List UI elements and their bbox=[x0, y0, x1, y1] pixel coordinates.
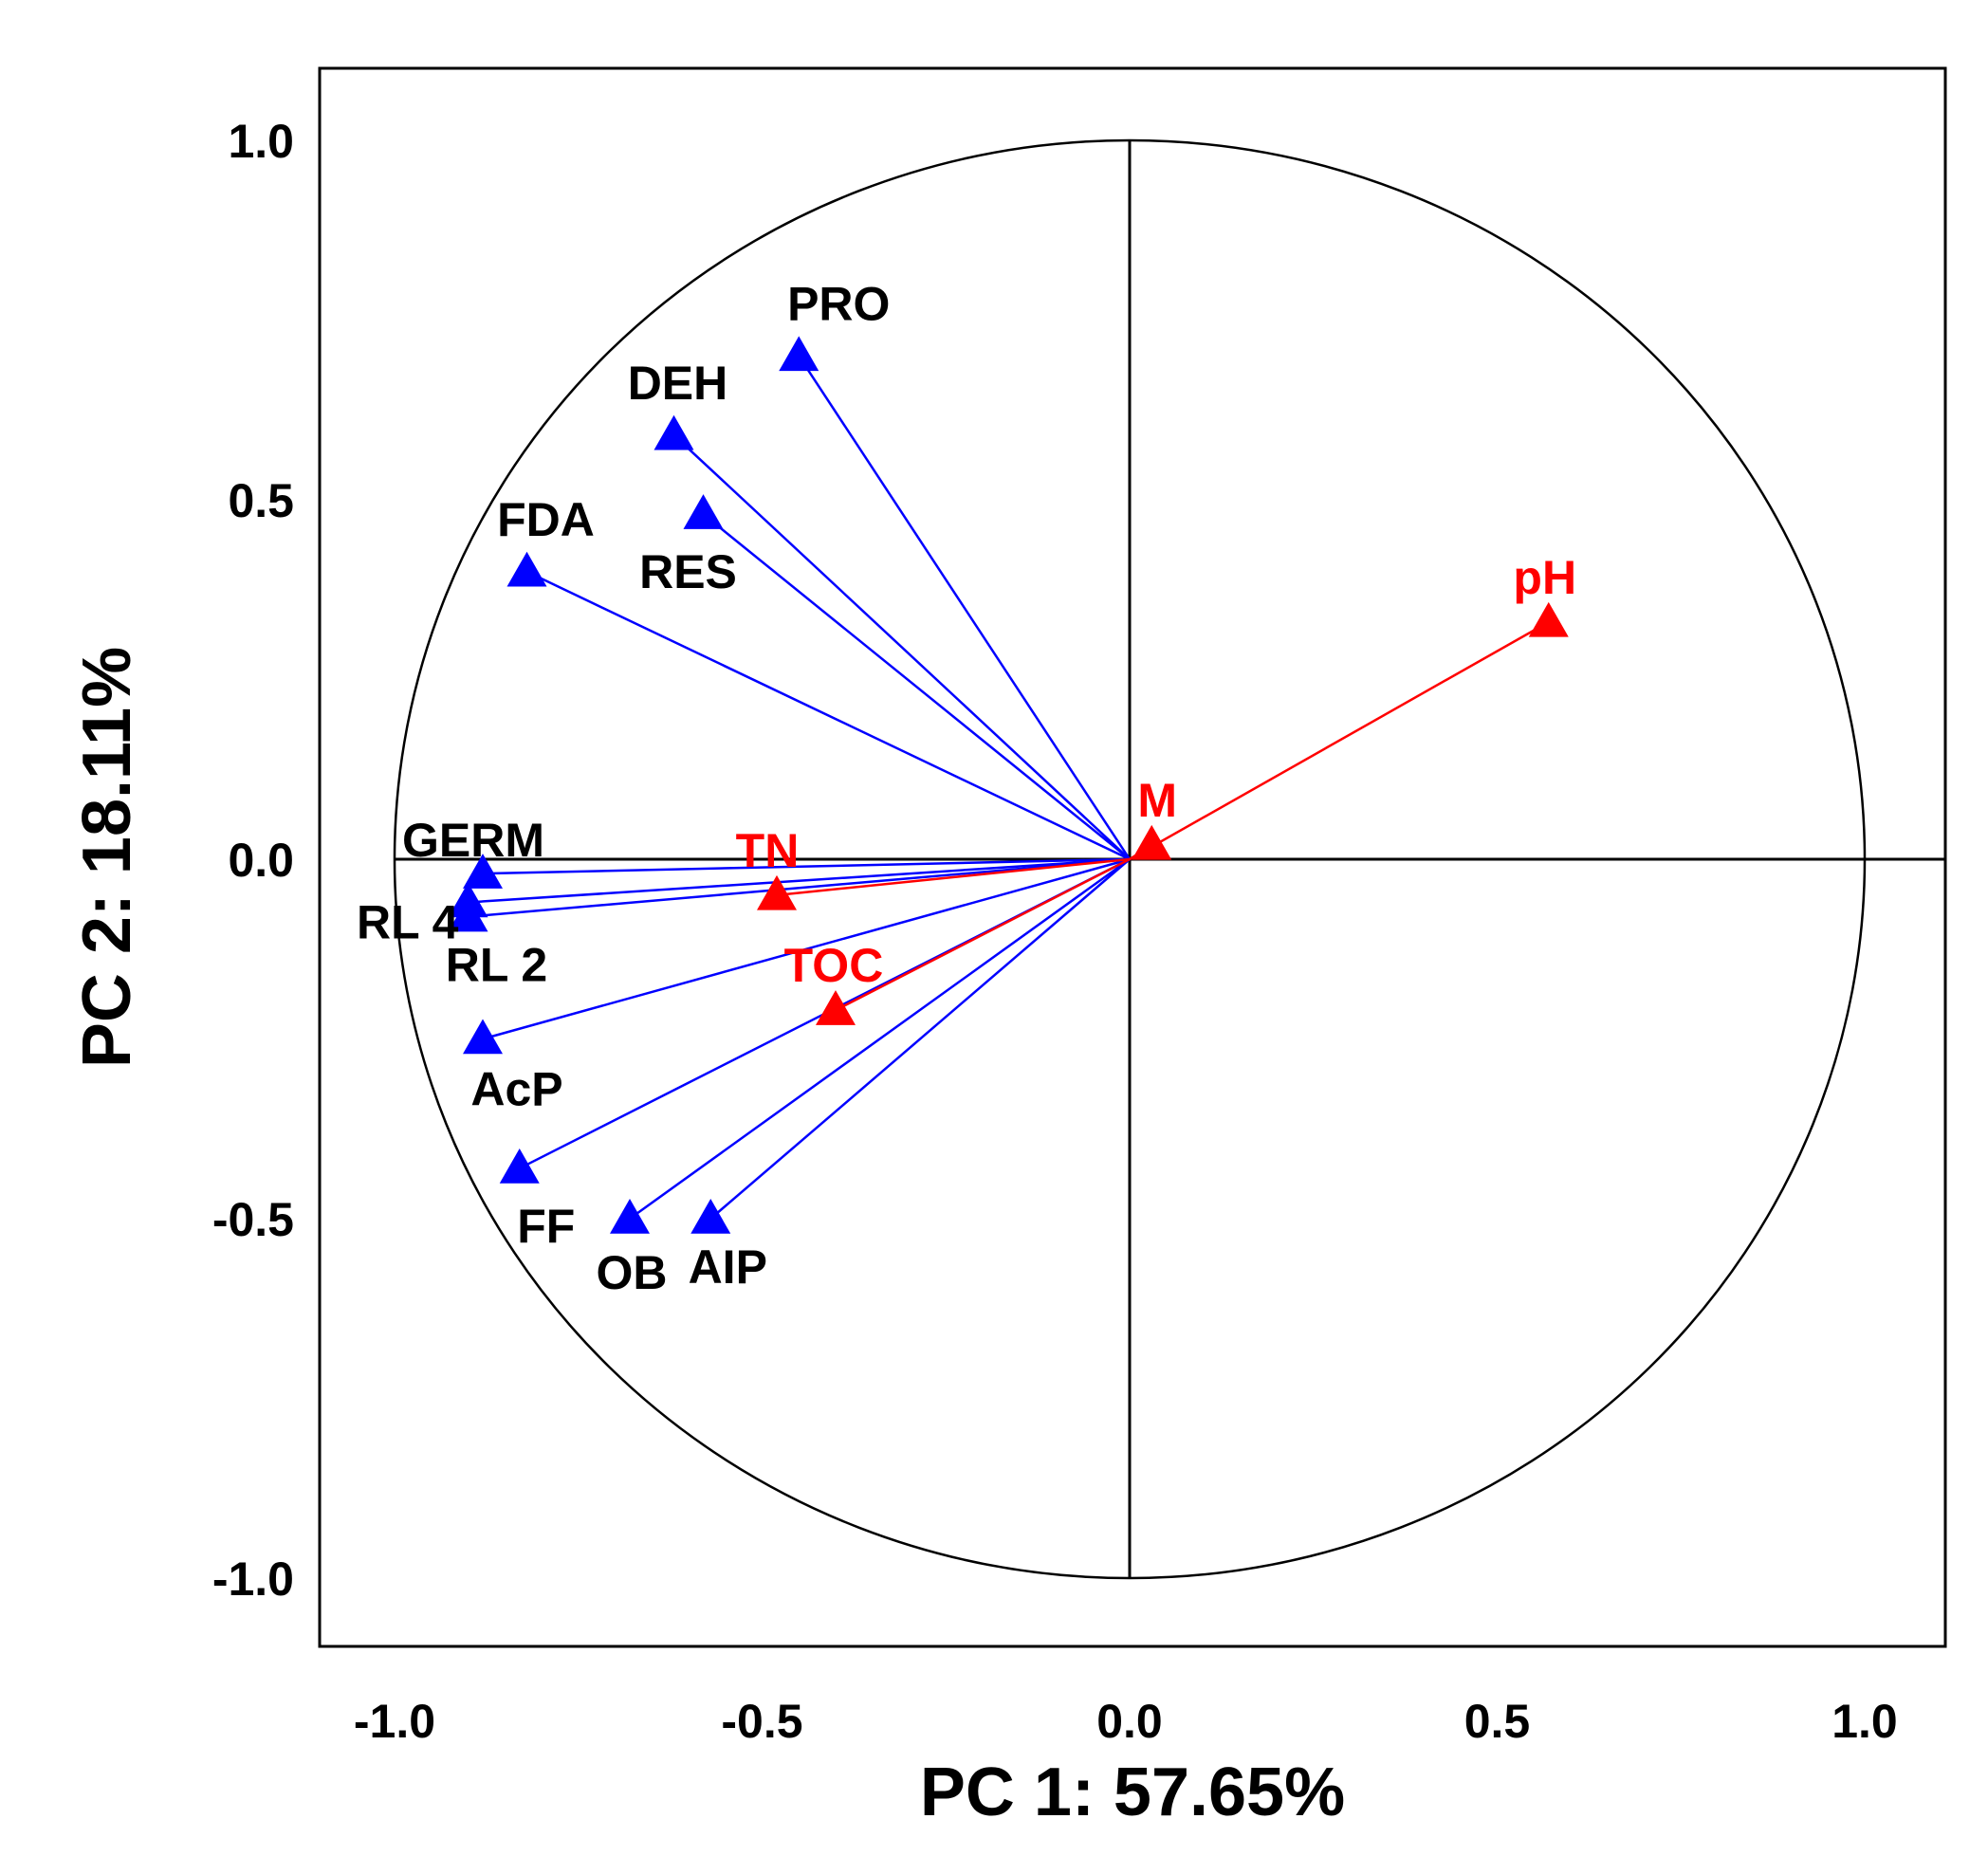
y-tick-label: 0.5 bbox=[228, 474, 294, 527]
x-tick-label: -1.0 bbox=[354, 1695, 435, 1748]
y-tick-label: 0.0 bbox=[228, 834, 294, 887]
label-ob: OB bbox=[597, 1246, 668, 1299]
label-ff: FF bbox=[517, 1200, 575, 1253]
vector-pro bbox=[798, 355, 1132, 860]
y-tick-labels: -1.0 -0.5 0.0 0.5 1.0 bbox=[212, 115, 294, 1606]
y-axis-label: PC 2: 18.11% bbox=[69, 647, 145, 1068]
vector-aip bbox=[709, 858, 1131, 1220]
y-tick-label: -0.5 bbox=[212, 1193, 294, 1246]
label-rl-2: RL 2 bbox=[446, 939, 547, 992]
y-tick-label: -1.0 bbox=[212, 1552, 294, 1606]
vector-acp bbox=[482, 857, 1131, 1040]
vector-fda bbox=[525, 570, 1131, 861]
marker-tn bbox=[757, 874, 797, 910]
marker-toc bbox=[816, 990, 856, 1025]
loading-vectors bbox=[468, 355, 1550, 1221]
vector-rl-2 bbox=[468, 857, 1131, 918]
label-aip: AIP bbox=[689, 1240, 767, 1294]
label-rl-4: RL 4 bbox=[357, 895, 459, 948]
marker-res bbox=[683, 494, 724, 529]
marker-ob bbox=[610, 1199, 650, 1234]
label-ph: pH bbox=[1513, 551, 1576, 604]
marker-ff bbox=[499, 1148, 540, 1184]
vector-ph bbox=[1129, 620, 1550, 861]
marker-germ bbox=[463, 854, 503, 889]
marker-aip bbox=[690, 1199, 731, 1234]
label-res: RES bbox=[639, 545, 737, 598]
label-m: M bbox=[1137, 774, 1177, 827]
x-tick-label: 1.0 bbox=[1832, 1695, 1898, 1748]
loading-markers bbox=[448, 336, 1569, 1234]
plot-frame bbox=[318, 66, 1947, 1648]
marker-deh bbox=[653, 414, 694, 450]
x-tick-labels: -1.0 -0.5 0.0 0.5 1.0 bbox=[354, 1695, 1898, 1748]
vector-rl-4 bbox=[468, 857, 1131, 904]
vector-toc bbox=[835, 857, 1131, 1012]
vector-deh bbox=[672, 433, 1131, 860]
y-tick-label: 1.0 bbox=[228, 115, 294, 168]
label-toc: TOC bbox=[784, 939, 884, 992]
label-tn: TN bbox=[736, 824, 800, 877]
x-axis-label: PC 1: 57.65% bbox=[920, 1755, 1345, 1830]
marker-m bbox=[1132, 824, 1172, 860]
marker-fda bbox=[506, 551, 547, 587]
vector-tn bbox=[776, 857, 1131, 897]
label-deh: DEH bbox=[628, 357, 728, 410]
vector-res bbox=[702, 513, 1131, 860]
label-fda: FDA bbox=[497, 493, 595, 546]
marker-pro bbox=[779, 336, 819, 372]
label-acp: AcP bbox=[470, 1063, 562, 1116]
x-tick-label: 0.5 bbox=[1464, 1695, 1531, 1748]
vector-ob bbox=[629, 857, 1131, 1221]
label-pro: PRO bbox=[787, 277, 890, 330]
loading-labels: PRO DEH RES FDA GERM RL 4RL 2 AcP FF OB AIP pH M TN T… bbox=[357, 277, 1576, 1299]
marker-rl-2 bbox=[448, 896, 488, 932]
x-tick-label: -0.5 bbox=[721, 1695, 802, 1748]
marker-ph bbox=[1528, 601, 1569, 637]
vector-germ bbox=[482, 857, 1131, 875]
label-germ: GERM bbox=[402, 814, 544, 867]
x-tick-label: 0.0 bbox=[1096, 1695, 1163, 1748]
marker-acp bbox=[463, 1019, 503, 1055]
